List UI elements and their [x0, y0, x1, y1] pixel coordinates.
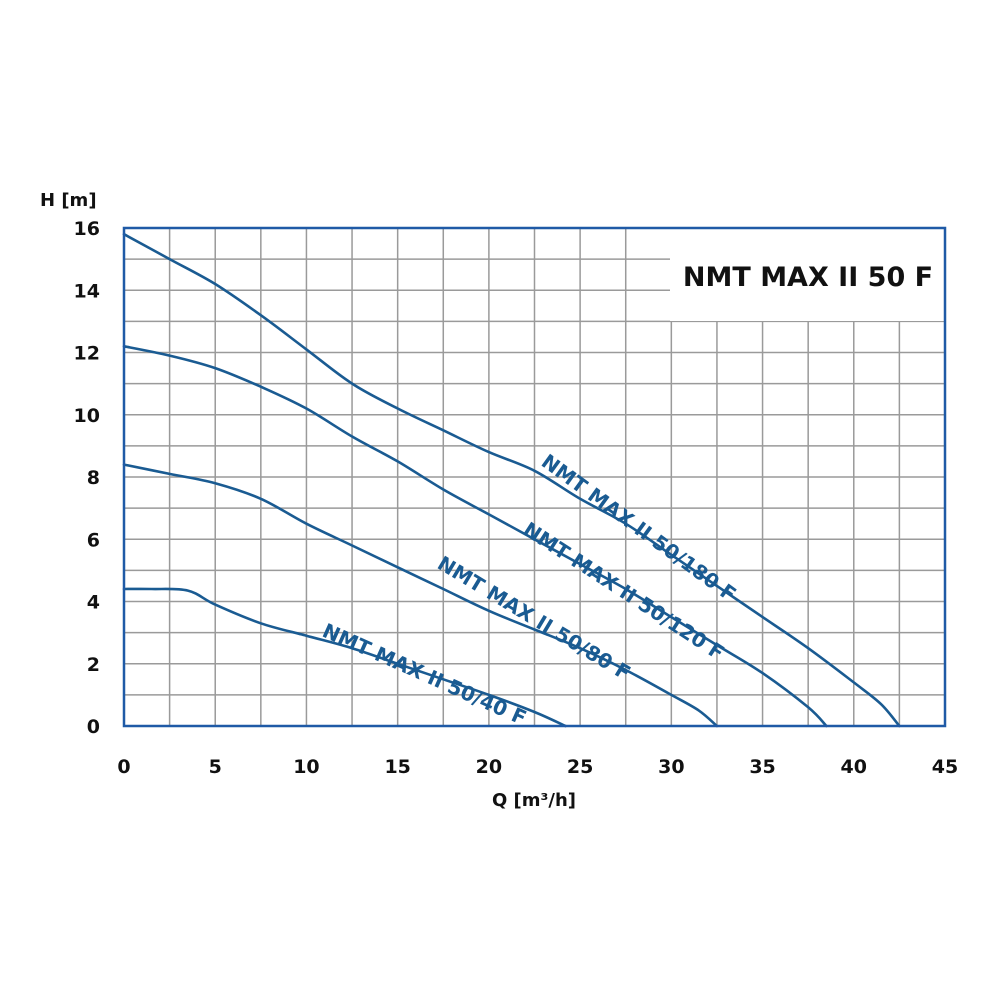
tick-labels: 0 5 10 15 20 25 30 35 40 45 0 2 4 6 8 10 12 14 16 — [74, 218, 959, 778]
y-axis-label: H [m] — [40, 190, 97, 211]
x-tick-label: 30 — [658, 756, 684, 778]
series-line-2 — [122, 345, 828, 728]
x-tick-label: 35 — [749, 756, 775, 778]
x-tick-label: 20 — [476, 756, 502, 778]
x-tick-label: 5 — [209, 756, 222, 778]
y-tick-label: 10 — [74, 405, 100, 427]
y-tick-label: 14 — [74, 280, 100, 302]
x-tick-label: 45 — [932, 756, 958, 778]
series-line-3 — [122, 463, 719, 728]
series-line-4 — [122, 587, 567, 728]
x-tick-label: 40 — [841, 756, 867, 778]
y-tick-label: 8 — [87, 467, 100, 489]
y-tick-label: 2 — [87, 654, 100, 676]
x-axis-label: Q [m³/h] — [492, 790, 576, 811]
chart-title: NMT MAX II 50 F — [683, 262, 933, 293]
x-tick-label: 25 — [567, 756, 593, 778]
curves — [122, 232, 901, 728]
plot-frame — [122, 226, 947, 728]
y-tick-label: 0 — [87, 716, 100, 738]
y-tick-label: 6 — [87, 529, 100, 551]
y-tick-label: 4 — [87, 592, 100, 614]
series-label-1: NMT MAX II 50/180 F — [537, 449, 741, 606]
series-line-1 — [122, 232, 901, 728]
x-tick-label: 10 — [293, 756, 319, 778]
y-tick-label: 16 — [74, 218, 100, 240]
x-tick-label: 15 — [384, 756, 410, 778]
series-label-4: NMT MAX II 50/40 F — [319, 618, 530, 730]
y-tick-label: 12 — [74, 343, 100, 365]
title-box — [670, 229, 944, 321]
x-tick-label: 0 — [117, 756, 130, 778]
